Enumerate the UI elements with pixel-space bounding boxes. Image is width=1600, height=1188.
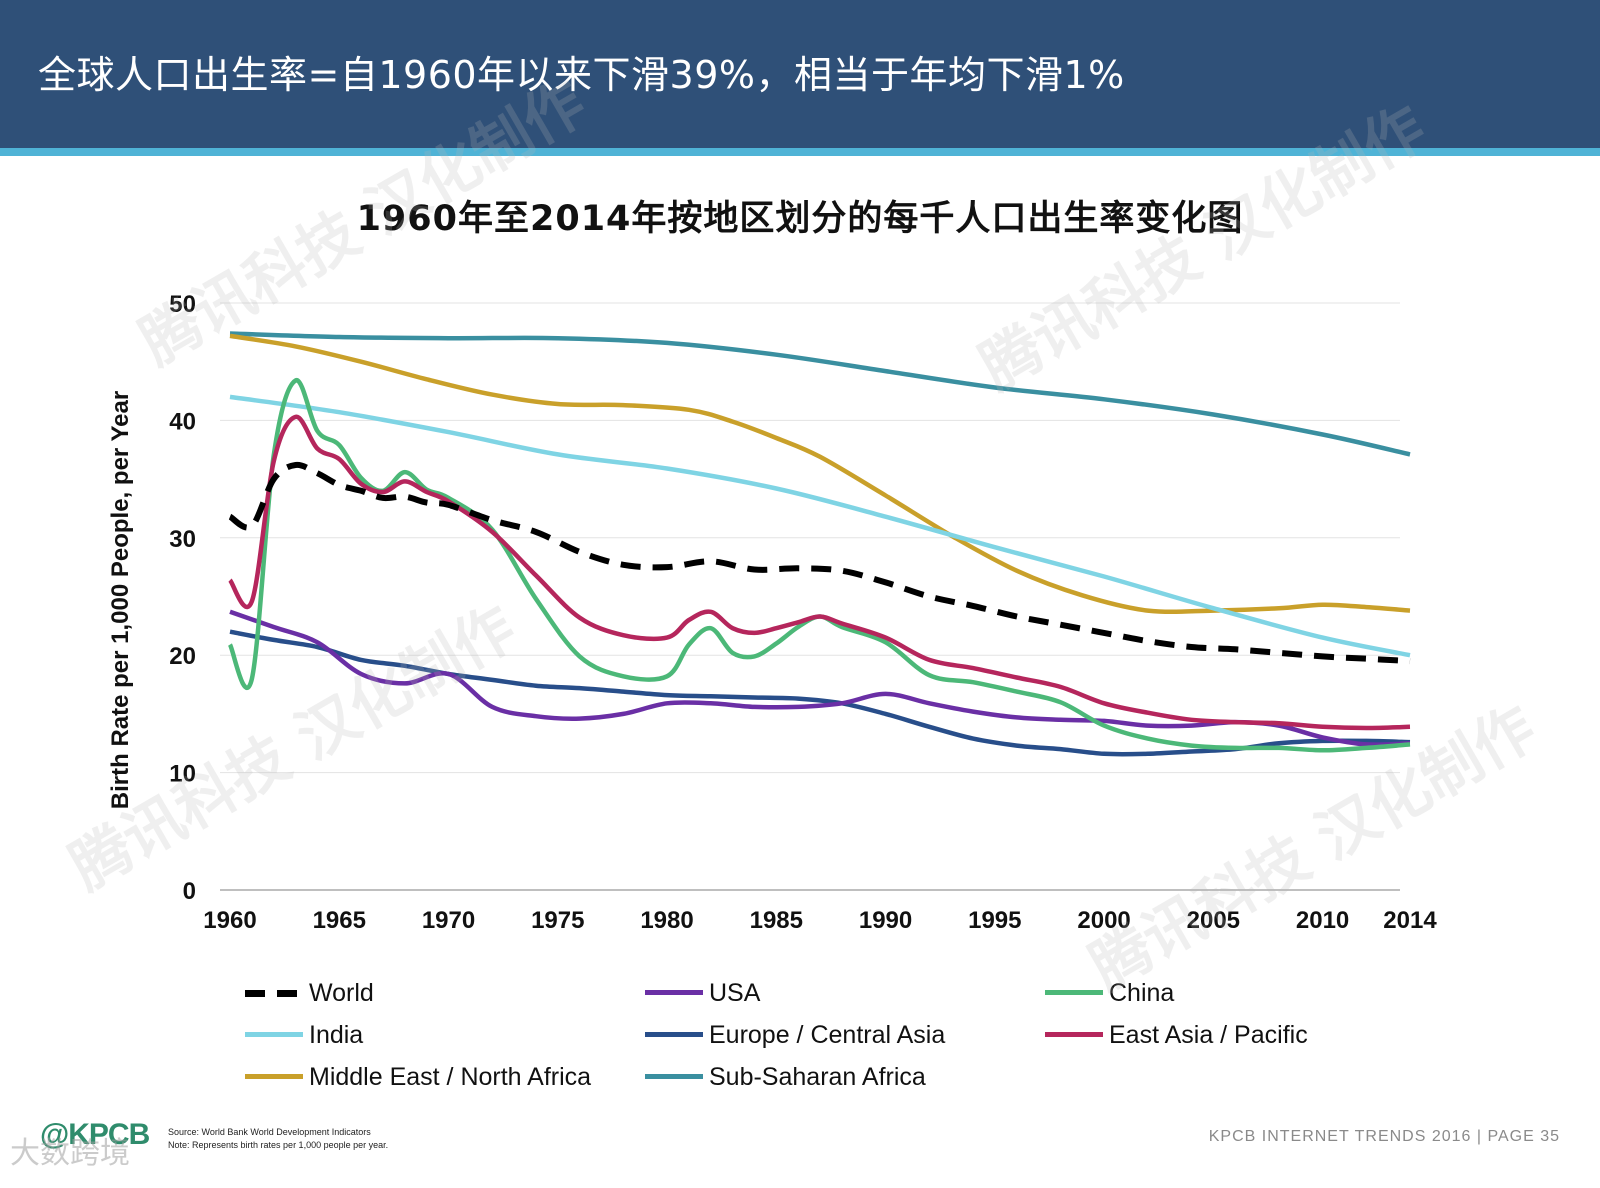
x-tick-label: 2010 <box>1296 907 1349 934</box>
legend-label: Europe / Central Asia <box>709 1020 946 1049</box>
x-tick-label: 1995 <box>968 907 1021 934</box>
grid-layer <box>220 302 1400 891</box>
legend-item: USA <box>645 976 760 1010</box>
x-tick-label: 1970 <box>422 907 475 934</box>
legend-label: USA <box>709 978 761 1007</box>
y-axis-label: Birth Rate per 1,000 People, per Year <box>107 391 134 809</box>
legend-item: India <box>245 1018 363 1052</box>
page-title: 全球人口出生率=自1960年以来下滑39%，相当于年均下滑1% <box>38 53 1125 97</box>
legend-swatch <box>1045 978 1103 1008</box>
legend-item: World <box>245 976 374 1010</box>
y-tick-label: 20 <box>169 643 196 670</box>
legend-swatch <box>645 978 703 1008</box>
x-tick-label: 1965 <box>313 907 366 934</box>
legend-swatch <box>245 1062 303 1092</box>
legend-item: Europe / Central Asia <box>645 1018 945 1052</box>
x-tick-label: 1980 <box>640 907 693 934</box>
legend-label: Middle East / North Africa <box>309 1062 592 1091</box>
x-tick-label: 1985 <box>750 907 803 934</box>
legend-item: Sub-Saharan Africa <box>645 1060 926 1094</box>
legend-item: China <box>1045 976 1174 1010</box>
legend-swatch <box>1045 1020 1103 1050</box>
series-line-usa <box>229 609 1411 747</box>
series-line-sub-saharan-africa <box>229 331 1411 457</box>
source-line: Source: World Bank World Development Ind… <box>168 1127 371 1137</box>
legend-label: Sub-Saharan Africa <box>709 1062 926 1091</box>
series-line-europe-central-asia <box>229 629 1411 757</box>
header-bar: 全球人口出生率=自1960年以来下滑39%，相当于年均下滑1% <box>0 0 1600 148</box>
series-line-india <box>229 394 1411 658</box>
kpcb-logo: @KPCB <box>40 1118 150 1151</box>
series-line-world <box>228 461 1411 665</box>
y-tick-label: 50 <box>169 291 196 318</box>
legend-swatch <box>645 1020 703 1050</box>
legend-swatch <box>245 1020 303 1050</box>
y-tick-label: 30 <box>169 526 196 553</box>
axis-layer: 0 10 20 30 40 50 1960 1965 1970 1975 1980 1985 1990 1… <box>169 291 1437 934</box>
footer-page-info: KPCB INTERNET TRENDS 2016 | PAGE 35 <box>1208 1128 1560 1145</box>
legend-item: East Asia / Pacific <box>1045 1018 1308 1052</box>
x-tick-label: 1960 <box>203 907 256 934</box>
legend-label: India <box>309 1020 364 1049</box>
source-note: Source: World Bank World Development Ind… <box>168 1126 388 1152</box>
y-tick-label: 0 <box>183 878 196 905</box>
legend-label: World <box>309 978 374 1007</box>
y-tick-label: 40 <box>169 408 196 435</box>
legend-swatch <box>645 1062 703 1092</box>
series-layer <box>227 331 1411 757</box>
x-tick-label: 1990 <box>859 907 912 934</box>
watermark-bottom: 大数跨境 <box>10 1136 130 1171</box>
series-line-middle-east-north-africa <box>229 333 1411 615</box>
note-line: Note: Represents birth rates per 1,000 p… <box>168 1140 389 1150</box>
series-line-east-asia-pacific <box>228 414 1411 731</box>
x-tick-label: 2014 <box>1383 907 1437 934</box>
legend-swatch <box>245 978 303 1008</box>
series-line-china <box>227 378 1411 753</box>
legend-label: China <box>1109 978 1175 1007</box>
legend-item: Middle East / North Africa <box>245 1060 591 1094</box>
x-tick-label: 2005 <box>1187 907 1240 934</box>
legend-label: East Asia / Pacific <box>1109 1020 1308 1049</box>
x-tick-label: 1975 <box>531 907 584 934</box>
x-tick-label: 2000 <box>1077 907 1130 934</box>
chart-title: 1960年至2014年按地区划分的每千人口出生率变化图 <box>356 199 1244 239</box>
y-tick-label: 10 <box>169 761 196 788</box>
chart-legend: World USA China India Europe / Central Asia E… <box>245 979 1445 1122</box>
header-stripe <box>0 148 1600 156</box>
